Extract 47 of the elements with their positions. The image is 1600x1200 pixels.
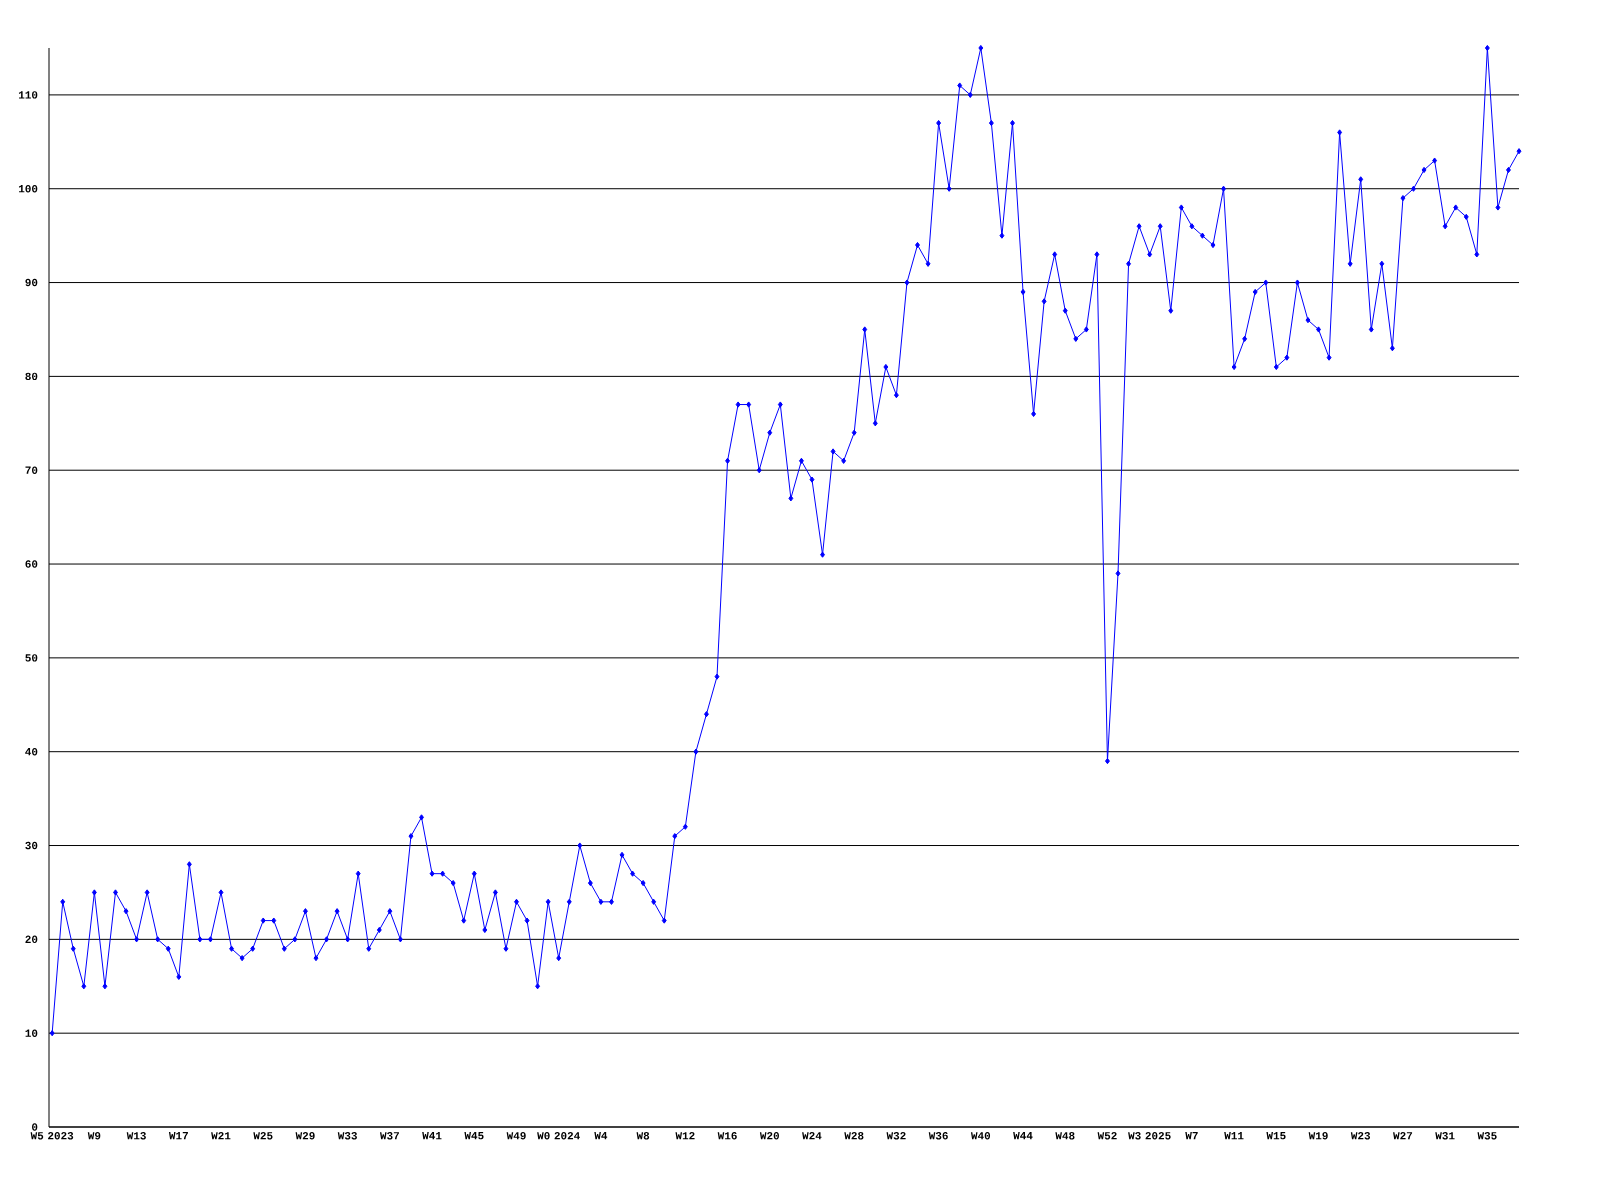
x-tick-label: W25 [253, 1132, 273, 1140]
y-tick-label: 40 [25, 747, 38, 756]
x-tick-label: W45 [464, 1132, 484, 1140]
x-tick-label: W15 [1266, 1132, 1286, 1140]
x-tick-label: W36 [928, 1132, 948, 1140]
y-tick-label: 30 [25, 841, 38, 850]
y-tick-label: 100 [18, 185, 38, 193]
x-tick-label: W3 2025 [1128, 1132, 1171, 1140]
x-tick-label: W12 [675, 1132, 695, 1140]
x-tick-label: W19 [1308, 1132, 1328, 1140]
x-tick-label: W0 2024 [537, 1132, 580, 1140]
x-tick-label: W48 [1055, 1132, 1075, 1140]
x-tick-label: W5 2023 [30, 1132, 74, 1140]
x-tick-label: W23 [1350, 1132, 1371, 1140]
x-tick-label: W40 [970, 1132, 991, 1140]
x-tick-label: W16 [717, 1132, 737, 1140]
y-tick-label: 90 [25, 278, 38, 287]
x-tick-label: W37 [379, 1132, 399, 1140]
x-tick-label: W49 [506, 1132, 526, 1140]
x-tick-label: W8 [636, 1132, 650, 1140]
x-tick-label: W29 [295, 1132, 315, 1140]
x-tick-label: W28 [844, 1132, 864, 1140]
x-tick-label: W21 [211, 1132, 231, 1140]
x-tick-label: W52 [1097, 1132, 1117, 1140]
x-tick-label: W27 [1393, 1132, 1413, 1140]
y-tick-label: 110 [18, 91, 38, 99]
x-tick-label: W31 [1435, 1132, 1455, 1140]
y-tick-label: 50 [25, 654, 38, 662]
y-tick-label: 80 [25, 372, 38, 381]
x-tick-label: W41 [422, 1132, 442, 1140]
y-tick-label: 20 [25, 935, 38, 944]
x-tick-label: W4 [594, 1132, 608, 1140]
y-tick-label: 0 [32, 1123, 38, 1131]
x-tick-label: W20 [759, 1132, 779, 1140]
x-tick-label: W13 [126, 1132, 146, 1140]
x-tick-label: W24 [802, 1132, 822, 1140]
y-tick-label: 60 [25, 560, 38, 568]
x-tick-label: W32 [886, 1132, 906, 1140]
x-tick-label: W33 [337, 1132, 357, 1140]
x-tick-label: W35 [1477, 1132, 1497, 1140]
x-tick-label: W9 [87, 1132, 101, 1140]
x-tick-label: W7 [1185, 1132, 1198, 1140]
x-tick-label: W44 [1013, 1132, 1033, 1140]
y-tick-label: 10 [25, 1029, 38, 1037]
x-tick-label: W11 [1224, 1132, 1244, 1140]
x-tick-label: W17 [168, 1132, 188, 1140]
y-tick-label: 70 [25, 466, 38, 474]
